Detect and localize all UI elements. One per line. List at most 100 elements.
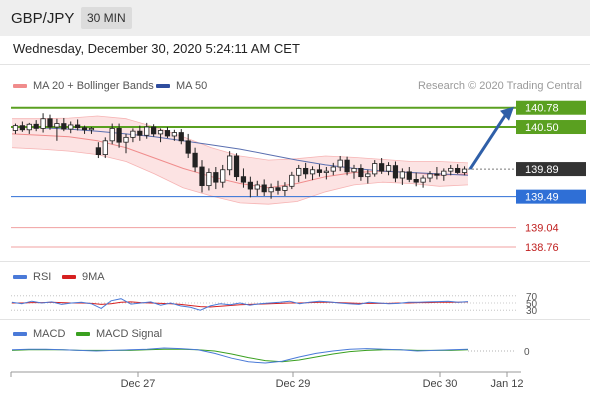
resistance-label-box	[516, 100, 586, 115]
ma50-line	[11, 126, 469, 176]
candle-body	[455, 167, 461, 173]
candle-body	[261, 184, 267, 193]
candle	[233, 153, 240, 181]
resistance-label-box	[516, 120, 586, 135]
candle-body	[157, 130, 164, 135]
candle-body	[365, 173, 371, 178]
bollinger-band-fill	[12, 116, 468, 205]
candle	[385, 162, 392, 176]
candle	[365, 169, 371, 184]
rsi-swatch	[13, 275, 27, 279]
candle	[303, 162, 309, 179]
candle	[109, 123, 115, 145]
resistance-label: 140.50	[525, 122, 559, 134]
legend-macd: MACD	[13, 328, 65, 340]
candle	[323, 167, 329, 180]
legend-macd-signal: MACD Signal	[76, 328, 162, 340]
candle-body	[303, 167, 309, 175]
divider	[0, 319, 590, 320]
candle	[192, 147, 198, 172]
legend-ma50: MA 50	[156, 80, 207, 92]
candle-body	[40, 118, 46, 129]
candle	[351, 164, 357, 179]
candle-body	[316, 169, 323, 173]
candle	[344, 156, 350, 176]
candle-body	[213, 172, 219, 183]
rsi-level-label: 50	[526, 299, 538, 310]
candle-body	[75, 124, 81, 129]
candle-body	[164, 130, 171, 137]
candle	[455, 164, 461, 174]
candle-body	[448, 167, 454, 172]
candle	[399, 168, 405, 185]
candle-body	[399, 171, 405, 179]
candle	[171, 129, 177, 141]
candle	[330, 162, 336, 176]
candle	[12, 123, 19, 134]
divider	[0, 261, 590, 262]
bollinger-upper-line	[12, 115, 469, 164]
candle-body	[233, 155, 240, 178]
legend-ma20: MA 20 + Bollinger Bands	[13, 80, 154, 92]
legend-9ma-label: 9MA	[82, 271, 105, 283]
x-tick-label: Dec 27	[121, 378, 156, 390]
candle	[227, 151, 233, 176]
candle	[461, 166, 468, 176]
rsi-line	[11, 298, 469, 311]
timeframe-button[interactable]: 30 MIN	[81, 7, 132, 29]
chart-datetime: Wednesday, December 30, 2020 5:24:11 AM …	[13, 41, 300, 56]
legend-rsi-label: RSI	[33, 271, 52, 283]
macd-signal-swatch	[76, 332, 90, 336]
candle-body	[178, 132, 184, 142]
candle	[261, 179, 267, 196]
macd-line	[11, 347, 469, 364]
toolbar: GBP/JPY 30 MIN	[0, 0, 590, 36]
candle-body	[151, 126, 157, 135]
x-tick-label: Dec 29	[276, 378, 311, 390]
macd-swatch	[13, 332, 27, 336]
candle	[254, 180, 260, 196]
candle-body	[337, 159, 343, 168]
ma50-swatch	[156, 84, 170, 88]
candle-body	[88, 127, 95, 131]
candle	[337, 155, 343, 172]
candle-body	[12, 125, 19, 131]
bollinger-lower-line	[11, 147, 469, 205]
candle-body	[81, 127, 88, 131]
candle-body	[116, 127, 122, 143]
legend-macd-signal-label: MACD Signal	[96, 328, 163, 340]
rsi9ma-swatch	[62, 275, 76, 279]
candle-body	[275, 187, 281, 191]
legend-macd-label: MACD	[33, 328, 66, 340]
candle-body	[192, 152, 198, 168]
candle-body	[95, 147, 101, 155]
candle	[178, 129, 184, 145]
candle	[427, 171, 433, 183]
candle-body	[282, 185, 288, 191]
candle	[40, 113, 46, 133]
candle	[116, 123, 122, 148]
candle	[81, 125, 88, 134]
macd-zero-label: 0	[524, 347, 530, 358]
candle	[406, 167, 412, 183]
candle-body	[254, 184, 260, 190]
candle	[54, 118, 60, 141]
candle	[88, 127, 95, 134]
candle-body	[289, 174, 295, 187]
candle-body	[144, 126, 150, 136]
x-tick-label: Dec 30	[423, 378, 458, 390]
candle-body	[33, 123, 39, 129]
forecast-arrow-head	[500, 106, 514, 121]
candle	[137, 125, 143, 141]
candle	[144, 122, 150, 139]
candle	[61, 118, 67, 132]
candle-body	[102, 140, 108, 155]
candle	[448, 164, 454, 176]
candle-body	[441, 170, 447, 176]
candle-body	[19, 125, 25, 131]
x-tick-label: Jan 12	[490, 378, 523, 390]
candle-body	[323, 170, 329, 173]
candle	[240, 168, 247, 188]
candle-body	[351, 167, 357, 173]
